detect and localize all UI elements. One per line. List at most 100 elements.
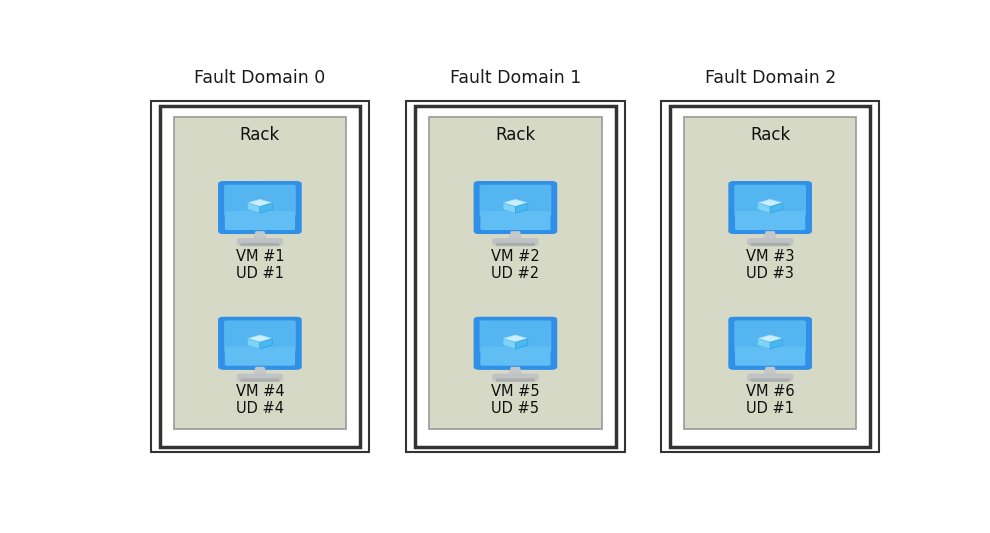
- Text: VM #2: VM #2: [491, 248, 540, 263]
- Polygon shape: [260, 203, 272, 213]
- Text: UD #1: UD #1: [746, 401, 794, 416]
- Polygon shape: [516, 338, 528, 349]
- FancyBboxPatch shape: [661, 101, 879, 452]
- Polygon shape: [503, 338, 516, 349]
- Polygon shape: [248, 338, 260, 349]
- Polygon shape: [503, 203, 516, 213]
- Polygon shape: [508, 231, 523, 240]
- FancyBboxPatch shape: [747, 374, 793, 381]
- FancyBboxPatch shape: [475, 344, 555, 369]
- FancyBboxPatch shape: [173, 117, 346, 429]
- Polygon shape: [252, 367, 267, 375]
- Text: VM #3: VM #3: [745, 248, 794, 263]
- FancyBboxPatch shape: [224, 320, 296, 352]
- FancyBboxPatch shape: [496, 243, 535, 246]
- Text: VM #5: VM #5: [491, 384, 540, 399]
- Polygon shape: [503, 335, 528, 342]
- Text: UD #5: UD #5: [491, 401, 540, 416]
- FancyBboxPatch shape: [241, 243, 279, 246]
- FancyBboxPatch shape: [496, 378, 535, 382]
- FancyBboxPatch shape: [729, 181, 812, 234]
- Text: VM #4: VM #4: [236, 384, 284, 399]
- FancyBboxPatch shape: [480, 347, 550, 366]
- FancyBboxPatch shape: [730, 208, 811, 233]
- Polygon shape: [508, 367, 523, 375]
- Polygon shape: [770, 203, 782, 213]
- Text: Fault Domain 1: Fault Domain 1: [449, 69, 581, 86]
- FancyBboxPatch shape: [729, 182, 811, 233]
- FancyBboxPatch shape: [220, 208, 300, 233]
- FancyBboxPatch shape: [500, 317, 556, 369]
- Text: Rack: Rack: [240, 126, 280, 144]
- Text: VM #6: VM #6: [745, 384, 794, 399]
- FancyBboxPatch shape: [474, 317, 520, 369]
- FancyBboxPatch shape: [729, 317, 811, 369]
- FancyBboxPatch shape: [479, 184, 551, 216]
- Polygon shape: [757, 199, 782, 207]
- Polygon shape: [757, 338, 770, 349]
- Polygon shape: [763, 231, 777, 240]
- FancyBboxPatch shape: [225, 211, 295, 230]
- FancyBboxPatch shape: [474, 182, 556, 233]
- FancyBboxPatch shape: [735, 347, 805, 366]
- FancyBboxPatch shape: [150, 101, 369, 452]
- FancyBboxPatch shape: [219, 182, 301, 233]
- FancyBboxPatch shape: [729, 182, 775, 233]
- FancyBboxPatch shape: [750, 378, 790, 382]
- Text: UD #2: UD #2: [491, 266, 540, 281]
- FancyBboxPatch shape: [492, 238, 539, 245]
- FancyBboxPatch shape: [729, 317, 775, 369]
- Text: Fault Domain 2: Fault Domain 2: [705, 69, 836, 86]
- Polygon shape: [248, 203, 260, 213]
- FancyBboxPatch shape: [224, 184, 296, 216]
- Polygon shape: [252, 231, 267, 240]
- FancyBboxPatch shape: [670, 106, 870, 447]
- FancyBboxPatch shape: [241, 378, 279, 382]
- FancyBboxPatch shape: [218, 317, 302, 370]
- FancyBboxPatch shape: [735, 211, 805, 230]
- FancyBboxPatch shape: [219, 182, 264, 233]
- Text: UD #1: UD #1: [236, 266, 284, 281]
- FancyBboxPatch shape: [429, 117, 602, 429]
- FancyBboxPatch shape: [416, 106, 616, 447]
- Polygon shape: [757, 203, 770, 213]
- FancyBboxPatch shape: [220, 344, 300, 369]
- Polygon shape: [516, 203, 528, 213]
- Text: UD #3: UD #3: [746, 266, 794, 281]
- Polygon shape: [248, 335, 272, 342]
- FancyBboxPatch shape: [245, 182, 301, 233]
- FancyBboxPatch shape: [473, 181, 557, 234]
- Polygon shape: [770, 338, 782, 349]
- FancyBboxPatch shape: [473, 317, 557, 370]
- FancyBboxPatch shape: [754, 317, 811, 369]
- Polygon shape: [503, 199, 528, 207]
- FancyBboxPatch shape: [237, 374, 283, 381]
- Text: Rack: Rack: [495, 126, 536, 144]
- Text: Rack: Rack: [750, 126, 790, 144]
- FancyBboxPatch shape: [735, 320, 806, 352]
- FancyBboxPatch shape: [684, 117, 856, 429]
- Polygon shape: [260, 338, 272, 349]
- FancyBboxPatch shape: [159, 106, 360, 447]
- FancyBboxPatch shape: [480, 211, 550, 230]
- FancyBboxPatch shape: [237, 238, 283, 245]
- FancyBboxPatch shape: [219, 317, 301, 369]
- FancyBboxPatch shape: [474, 317, 556, 369]
- FancyBboxPatch shape: [747, 238, 793, 245]
- FancyBboxPatch shape: [474, 182, 520, 233]
- FancyBboxPatch shape: [492, 374, 539, 381]
- FancyBboxPatch shape: [245, 317, 301, 369]
- Text: VM #1: VM #1: [236, 248, 284, 263]
- FancyBboxPatch shape: [475, 208, 555, 233]
- FancyBboxPatch shape: [225, 347, 295, 366]
- Polygon shape: [757, 335, 782, 342]
- Polygon shape: [248, 199, 272, 207]
- FancyBboxPatch shape: [500, 182, 556, 233]
- FancyBboxPatch shape: [754, 182, 811, 233]
- FancyBboxPatch shape: [406, 101, 625, 452]
- Polygon shape: [763, 367, 777, 375]
- FancyBboxPatch shape: [750, 243, 790, 246]
- FancyBboxPatch shape: [219, 317, 264, 369]
- Text: UD #4: UD #4: [236, 401, 284, 416]
- FancyBboxPatch shape: [735, 184, 806, 216]
